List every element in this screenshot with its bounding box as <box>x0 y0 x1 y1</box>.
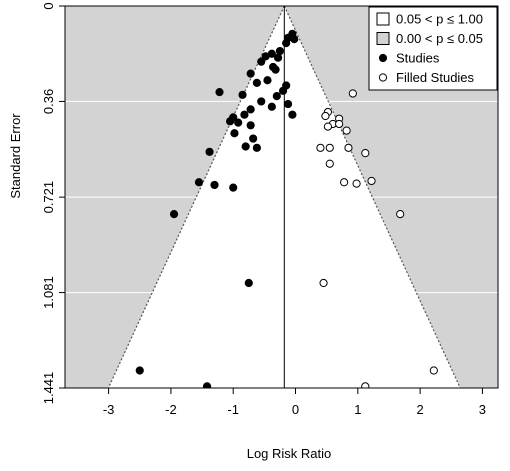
study-point <box>252 78 261 87</box>
filled-study-point <box>319 278 328 288</box>
study-point <box>230 129 239 138</box>
filled-study-point <box>352 179 361 188</box>
legend-symbol-filled-studies <box>378 73 388 82</box>
legend-label: Filled Studies <box>396 70 475 85</box>
filled-study-point <box>316 143 325 152</box>
y-tick-label: 0 <box>41 2 56 9</box>
filled-study-point <box>342 126 351 135</box>
filled-study-point <box>335 119 344 129</box>
legend-symbol-significant <box>376 32 390 45</box>
study-point <box>290 35 299 44</box>
filled-study-point <box>325 143 334 152</box>
legend-box <box>368 6 498 91</box>
study-point <box>275 46 285 56</box>
study-point <box>226 117 235 126</box>
x-tick-label: 1 <box>354 402 361 417</box>
study-point <box>215 88 224 97</box>
y-tick-label: 0.36 <box>41 89 56 114</box>
legend-label: 0.05 < p ≤ 1.00 <box>396 12 483 27</box>
x-tick-label: -3 <box>103 402 115 417</box>
legend-label: 0.00 < p ≤ 0.05 <box>396 31 483 46</box>
filled-study-point <box>325 159 334 168</box>
study-point <box>249 134 258 143</box>
filled-study-point <box>323 122 333 131</box>
study-point <box>169 209 179 219</box>
x-tick-label: -2 <box>165 402 177 417</box>
study-point <box>244 278 253 288</box>
study-point <box>234 118 243 127</box>
filled-study-point <box>361 149 370 158</box>
study-point <box>241 142 250 151</box>
study-point <box>267 102 276 111</box>
study-point <box>288 110 297 119</box>
study-point <box>263 76 272 85</box>
x-tick-label: 0 <box>292 402 299 417</box>
legend-symbol-studies <box>378 53 388 63</box>
study-point <box>210 180 219 190</box>
x-axis-title: Log Risk Ratio <box>247 446 332 461</box>
study-point <box>229 183 238 192</box>
study-point <box>194 178 204 187</box>
filled-study-point <box>321 111 330 121</box>
study-point <box>246 105 255 114</box>
study-point <box>257 97 266 106</box>
study-point <box>272 92 281 101</box>
legend: 0.05 < p ≤ 1.00 0.00 < p ≤ 0.05 Studies Fil… <box>368 6 498 91</box>
x-tick-label: 2 <box>417 402 424 417</box>
y-axis-title: Standard Error <box>8 113 23 199</box>
y-tick-label: 0.721 <box>41 181 56 214</box>
filled-study-point <box>348 89 357 98</box>
study-point <box>283 99 293 109</box>
filled-study-point <box>344 143 353 152</box>
study-point <box>257 57 266 66</box>
legend-symbol-nonsignificant <box>376 12 390 26</box>
filled-study-point <box>340 178 349 187</box>
study-point <box>282 39 291 48</box>
study-point <box>271 65 280 74</box>
legend-label: Studies <box>396 51 440 66</box>
filled-study-point <box>367 176 376 186</box>
y-tick-label: 1.081 <box>41 276 56 309</box>
x-tick-label: 3 <box>479 402 486 417</box>
x-tick-label: -1 <box>227 402 239 417</box>
study-point <box>240 110 249 119</box>
study-point <box>273 53 283 62</box>
study-point <box>246 69 255 78</box>
y-axis: 0 0.36 0.721 1.081 1.441 <box>41 2 65 404</box>
study-point <box>202 382 212 388</box>
study-point <box>261 52 270 61</box>
study-point <box>205 147 214 156</box>
x-axis: -3 -2 -1 0 1 2 3 <box>103 388 486 417</box>
study-point <box>246 121 255 130</box>
study-point <box>252 143 261 152</box>
study-point <box>238 90 247 99</box>
study-point <box>135 366 144 375</box>
y-tick-label: 1.441 <box>41 372 56 405</box>
filled-study-point <box>361 382 370 388</box>
filled-study-point <box>429 366 438 375</box>
filled-study-point <box>396 209 405 219</box>
study-point <box>278 86 288 95</box>
